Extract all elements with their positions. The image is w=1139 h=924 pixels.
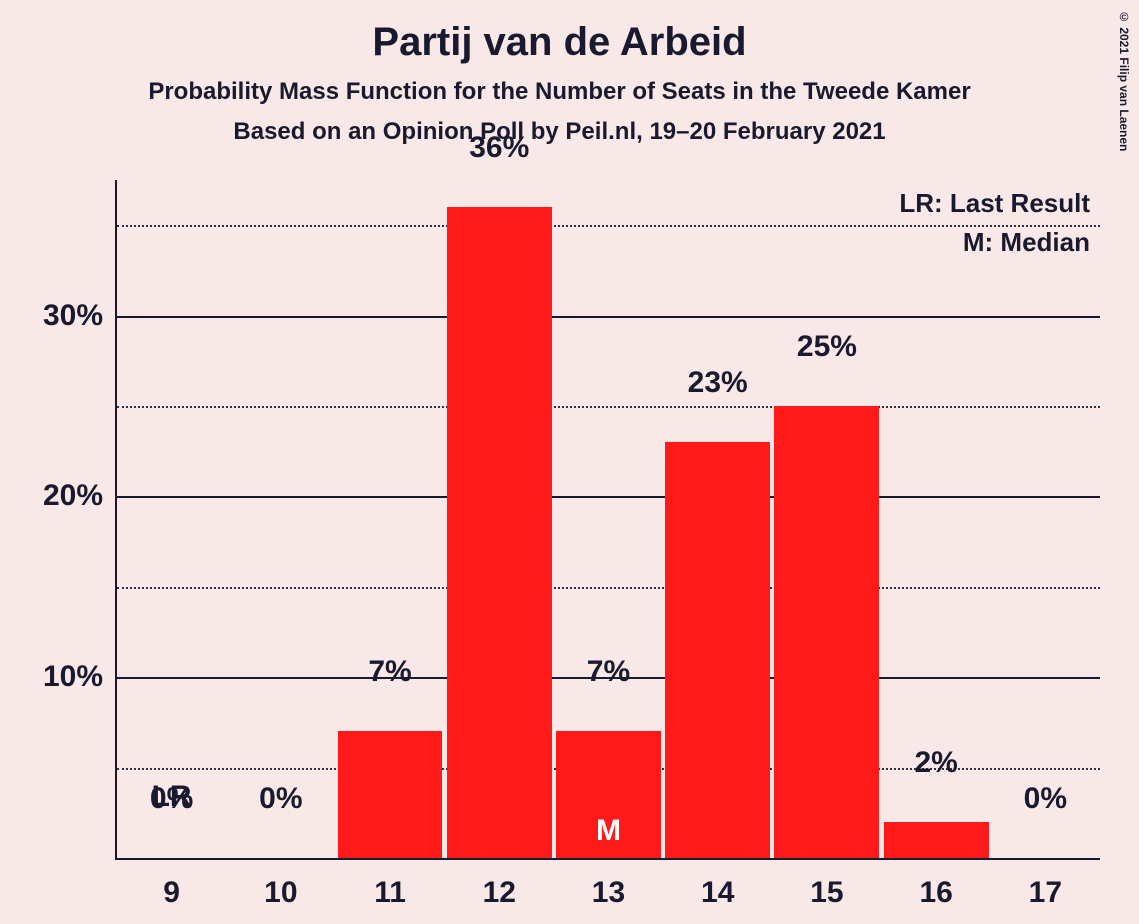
- x-tick-label: 17: [991, 876, 1100, 910]
- bar-slot: 0%17: [991, 180, 1100, 858]
- bar-value-label: 36%: [445, 131, 554, 169]
- x-tick-label: 9: [117, 876, 226, 910]
- bar-slot: 7%M13: [554, 180, 663, 858]
- bar-value-label: 0%: [991, 782, 1100, 820]
- x-tick-label: 15: [772, 876, 881, 910]
- bar-slot: 0%10: [226, 180, 335, 858]
- bar-slot: 7%11: [335, 180, 444, 858]
- bar-value-label: 7%: [335, 655, 444, 693]
- bar-slot: 23%14: [663, 180, 772, 858]
- bar-value-label: 23%: [663, 366, 772, 404]
- copyright-text: © 2021 Filip van Laenen: [1117, 10, 1131, 151]
- x-tick-label: 11: [335, 876, 444, 910]
- bar: [338, 731, 443, 858]
- x-tick-label: 14: [663, 876, 772, 910]
- x-tick-label: 12: [445, 876, 554, 910]
- bar-value-label: 2%: [882, 746, 991, 784]
- chart-subtitle-1: Probability Mass Function for the Number…: [0, 78, 1119, 106]
- bar-slot: 36%12: [445, 180, 554, 858]
- chart-container: Partij van de Arbeid Probability Mass Fu…: [0, 0, 1139, 924]
- x-tick-label: 10: [226, 876, 335, 910]
- bar: [774, 406, 879, 858]
- y-tick-label: 10%: [43, 660, 103, 694]
- lr-marker: LR: [117, 780, 226, 814]
- x-tick-label: 13: [554, 876, 663, 910]
- plot-area: LR: Last Result M: Median 10%20%30% 0%LR…: [115, 180, 1100, 860]
- chart-title: Partij van de Arbeid: [0, 20, 1119, 65]
- bar-value-label: 0%: [226, 782, 335, 820]
- bar-value-label: 25%: [772, 330, 881, 368]
- median-marker: M: [554, 814, 663, 848]
- bar-slot: 0%LR9: [117, 180, 226, 858]
- chart-subtitle-2: Based on an Opinion Poll by Peil.nl, 19–…: [0, 118, 1119, 146]
- bar: [884, 822, 989, 858]
- x-tick-label: 16: [882, 876, 991, 910]
- bar: [447, 207, 552, 858]
- bar-slot: 2%16: [882, 180, 991, 858]
- bars-group: 0%LR90%107%1136%127%M1323%1425%152%160%1…: [117, 180, 1100, 858]
- bar-slot: 25%15: [772, 180, 881, 858]
- bar: [665, 442, 770, 858]
- y-tick-label: 20%: [43, 479, 103, 513]
- bar-value-label: 7%: [554, 655, 663, 693]
- y-tick-label: 30%: [43, 299, 103, 333]
